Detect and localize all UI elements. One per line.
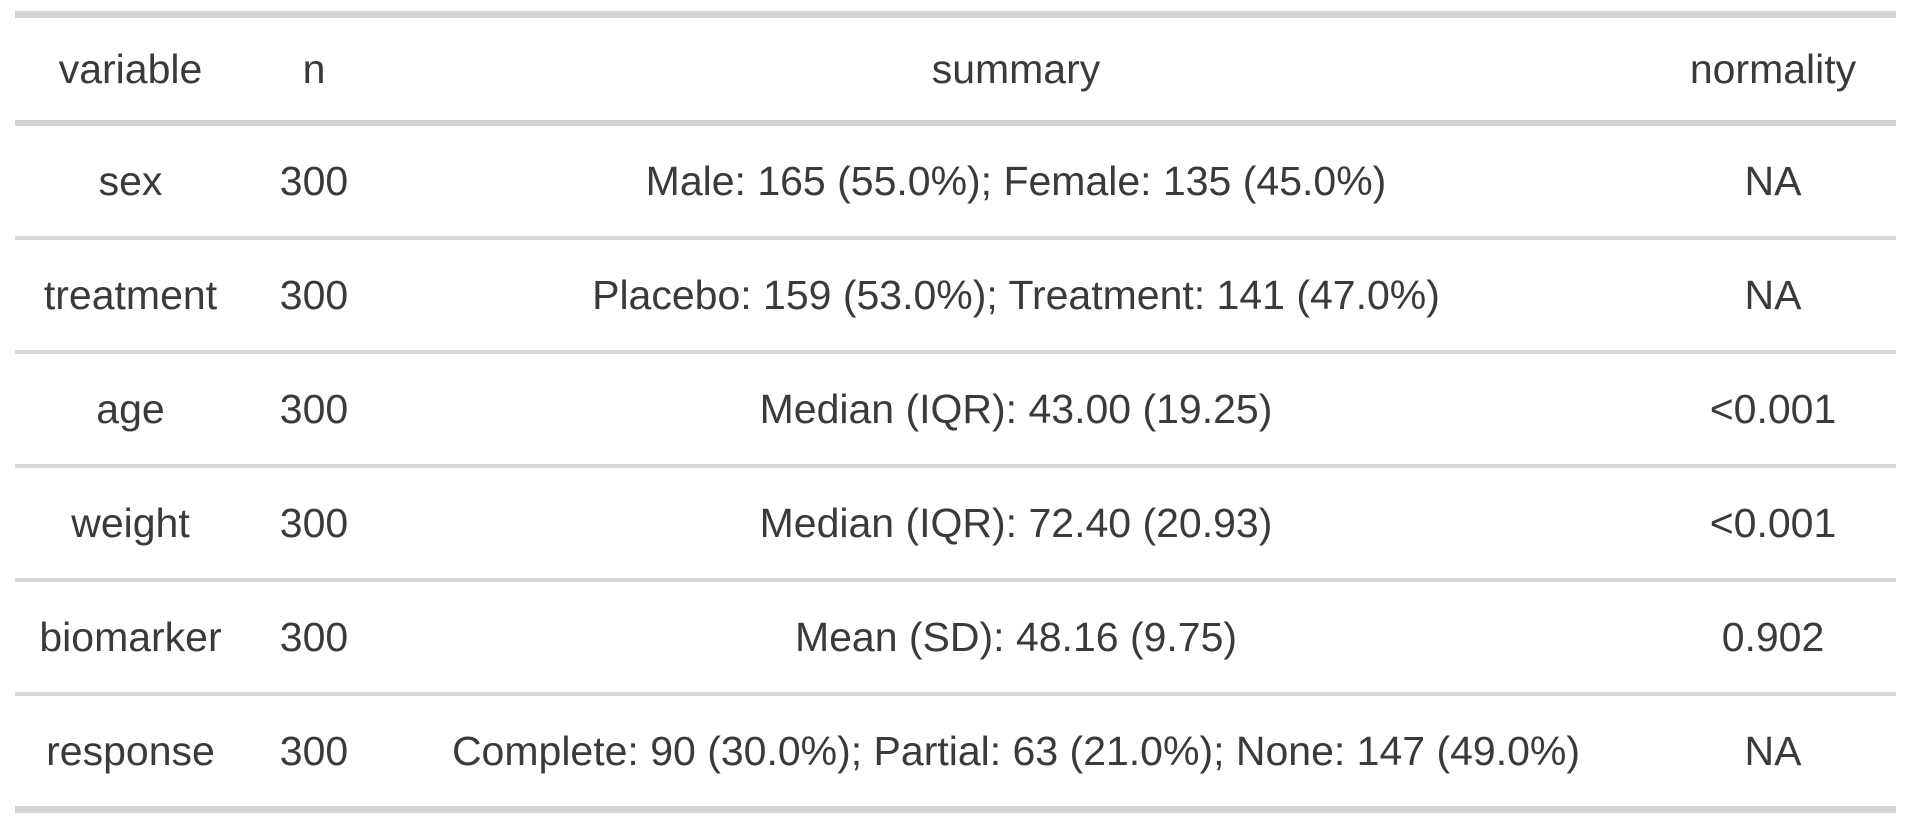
table-row: response 300 Complete: 90 (30.0%); Partial… (15, 692, 1896, 810)
cell-variable: response (15, 692, 246, 810)
table-row: weight 300 Median (IQR): 72.40 (20.93) <0.0… (15, 464, 1896, 580)
cell-n: 300 (279, 158, 349, 204)
column-header-normality: normality (1650, 14, 1896, 126)
column-header-n: n (246, 14, 382, 126)
header-row: variable n summary normality (15, 14, 1896, 126)
cell-summary: Complete: 90 (30.0%); Partial: 63 (21.0%… (382, 692, 1650, 810)
cell-normality: <0.001 (1650, 464, 1896, 580)
table-row: sex 300 Male: 165 (55.0%); Female: 135 (45… (15, 123, 1896, 238)
column-header-summary: summary (382, 14, 1650, 126)
cell-normality: 0.902 (1650, 578, 1896, 694)
table-header: variable n summary normality (15, 14, 1896, 126)
cell-n: 300 (246, 692, 382, 810)
table-body: sex 300 Male: 165 (55.0%); Female: 135 (45… (15, 123, 1896, 810)
cell-n: 300 (246, 464, 382, 580)
table-row: biomarker 300 Mean (SD): 48.16 (9.75) 0.902 (15, 578, 1896, 694)
summary-statistics-table: variable n summary normality sex 300 Male: 16… (15, 11, 1896, 813)
cell-variable: biomarker (15, 578, 246, 694)
cell-normality: <0.001 (1650, 350, 1896, 466)
cell-n: 300 (246, 236, 382, 352)
cell-summary: Mean (SD): 48.16 (9.75) (382, 578, 1650, 694)
cell-summary: Placebo: 159 (53.0%); Treatment: 141 (47… (382, 236, 1650, 352)
cell-summary: Male: 165 (55.0%); Female: 135 (45.0%) (645, 158, 1387, 204)
cell-normality: NA (1650, 692, 1896, 810)
cell-variable: sex (98, 158, 163, 204)
cell-normality: NA (1744, 158, 1802, 204)
table-row: age 300 Median (IQR): 43.00 (19.25) <0.001 (15, 350, 1896, 466)
table-row: treatment 300 Placebo: 159 (53.0%); Treatm… (15, 236, 1896, 352)
cell-n: 300 (246, 350, 382, 466)
cell-summary: Median (IQR): 72.40 (20.93) (382, 464, 1650, 580)
cell-summary: Median (IQR): 43.00 (19.25) (382, 350, 1650, 466)
cell-variable: weight (15, 464, 246, 580)
cell-n: 300 (246, 578, 382, 694)
cell-normality: NA (1650, 236, 1896, 352)
cell-variable: age (15, 350, 246, 466)
column-header-variable: variable (15, 14, 246, 126)
cell-variable: treatment (15, 236, 246, 352)
